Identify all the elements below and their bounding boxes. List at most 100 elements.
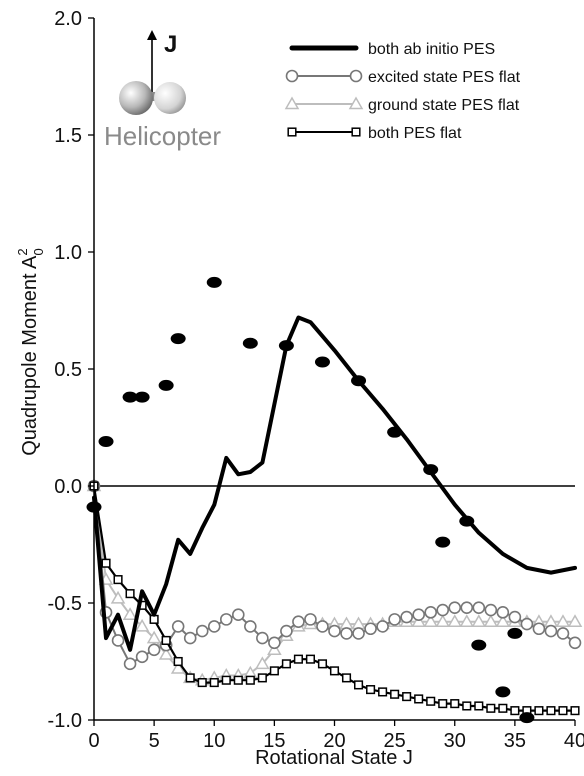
data-point <box>351 375 367 387</box>
data-point <box>328 624 341 638</box>
data-point <box>567 614 583 627</box>
helicopter-inset: J Helicopter <box>104 30 221 151</box>
x-tick-label: 20 <box>323 730 345 752</box>
data-point <box>556 627 570 640</box>
x-tick-label: 40 <box>564 730 584 752</box>
data-point <box>305 654 315 664</box>
data-point <box>471 639 487 651</box>
data-point <box>555 614 571 627</box>
data-point <box>447 614 463 627</box>
data-point <box>400 610 413 624</box>
y-tick-label: 0.0 <box>54 476 82 498</box>
data-point <box>317 659 328 669</box>
data-point <box>484 603 498 617</box>
data-point <box>134 391 150 403</box>
y-tick-label: -1.0 <box>48 710 82 732</box>
y-tick-label: 2.0 <box>54 8 82 30</box>
legend-marker <box>284 96 300 110</box>
series-both-ab-initio-pes <box>92 315 577 652</box>
y-tick-label: 0.5 <box>54 359 82 381</box>
data-point <box>570 706 580 716</box>
data-point <box>364 622 377 636</box>
legend-label: excited state PES flat <box>368 69 521 86</box>
data-point <box>171 620 185 633</box>
data-point <box>354 680 364 690</box>
legend-marker <box>351 127 361 137</box>
data-point <box>472 601 486 614</box>
data-point <box>149 614 159 624</box>
data-point <box>122 391 138 403</box>
data-point <box>436 603 450 617</box>
series-line <box>92 485 575 712</box>
legend-label: ground state PES flat <box>368 97 520 114</box>
data-point <box>125 589 135 599</box>
data-point <box>233 675 243 685</box>
series-both-pes-flat <box>89 481 580 716</box>
data-point <box>341 673 352 683</box>
data-point <box>293 654 303 664</box>
series-line <box>92 315 577 652</box>
legend-label: both PES flat <box>368 125 462 142</box>
data-point <box>544 624 558 638</box>
data-point <box>558 706 568 716</box>
data-point <box>278 340 294 352</box>
data-point <box>495 614 511 627</box>
y-tick-label: 1.0 <box>54 242 82 264</box>
data-point <box>269 666 279 676</box>
data-point <box>496 606 510 619</box>
inset-label: Helicopter <box>104 121 221 151</box>
data-point <box>242 337 258 349</box>
data-point <box>206 276 222 288</box>
data-point <box>438 699 448 709</box>
data-point <box>158 646 174 660</box>
legend-entry: excited state PES flat <box>285 69 521 86</box>
x-axis-label: Rotational State J <box>255 747 413 769</box>
data-point <box>460 601 474 614</box>
x-tick-label: 35 <box>504 730 526 752</box>
data-point <box>568 636 582 650</box>
data-point <box>281 659 291 669</box>
data-point <box>221 675 231 685</box>
data-point <box>520 617 534 631</box>
data-point <box>110 590 126 604</box>
data-point <box>462 701 472 711</box>
data-point <box>450 699 460 709</box>
data-point <box>197 678 207 688</box>
tick-labels: 0 5 10 15 20 25 30 35 40 -1.0 -0.5 0.0 0.5 1.0 1.5 2.0 <box>48 8 584 752</box>
data-point <box>426 696 436 706</box>
data-point <box>435 614 451 627</box>
legend-marker <box>349 69 363 83</box>
data-point <box>134 618 150 632</box>
data-point <box>232 608 245 622</box>
data-point <box>483 614 499 627</box>
data-point <box>510 706 520 716</box>
legend-label: both ab initio PES <box>368 41 495 58</box>
data-point <box>161 635 171 645</box>
y-axis-label-main: Quadrupole Moment A <box>19 255 41 456</box>
molecule-atom-right-icon <box>154 82 186 114</box>
data-point <box>352 627 365 640</box>
data-point <box>123 657 137 671</box>
series-excited-state-pes-flat <box>87 479 582 671</box>
data-point <box>101 558 111 568</box>
y-axis-label-sup: 2 <box>15 248 30 255</box>
x-tick-label: 10 <box>203 730 225 752</box>
legend-entry: both PES flat <box>287 125 462 142</box>
data-point <box>257 673 267 683</box>
legend-marker <box>348 96 364 110</box>
data-point <box>268 636 281 650</box>
x-tick-label: 0 <box>88 730 99 752</box>
y-tick-label: 1.5 <box>54 125 82 147</box>
inset-axis-label: J <box>164 31 177 58</box>
y-axis-label-sub: 0 <box>31 248 46 255</box>
data-point <box>135 650 149 664</box>
data-point <box>147 643 161 657</box>
data-point <box>158 379 174 391</box>
data-point <box>498 703 508 713</box>
legend: both ab initio PES excited state PES flat… <box>284 41 521 142</box>
data-point <box>170 333 186 345</box>
series-ground-state-pes-flat <box>86 478 583 686</box>
data-point <box>173 656 183 667</box>
data-point <box>113 575 123 585</box>
